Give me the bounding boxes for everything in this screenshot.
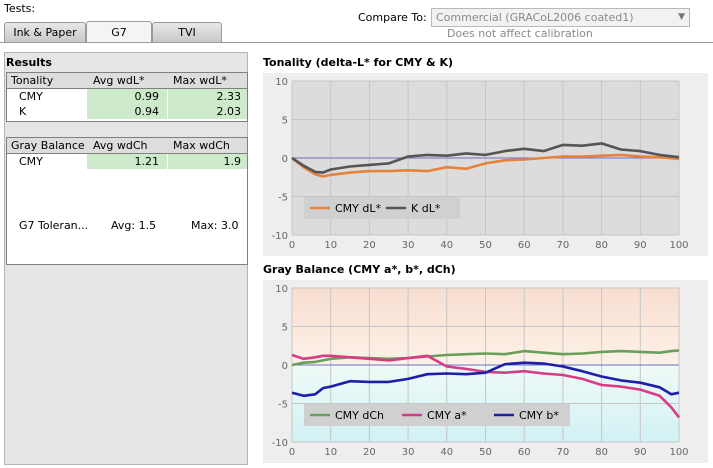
gray-balance-chart-title: Gray Balance (CMY a*, b*, dCh) <box>263 263 456 276</box>
row-name: K <box>19 105 27 118</box>
y-tick-label: 0 <box>282 154 288 165</box>
series-line-1 <box>291 142 680 174</box>
x-tick-label: 40 <box>440 240 453 251</box>
compare-to-select[interactable]: Commercial (GRACoL2006 coated1) ▼ <box>431 8 690 27</box>
row-name: CMY <box>19 155 43 168</box>
x-tick-label: 100 <box>669 240 688 251</box>
legend-box <box>304 404 570 426</box>
row-max: 1.9 <box>223 155 242 168</box>
tab-strip-divider <box>0 42 713 43</box>
y-tick-label: 5 <box>282 323 288 334</box>
legend-label: K dL* <box>411 202 441 215</box>
tab-tvi-label: TVI <box>178 26 196 39</box>
tonality-chart-title: Tonality (delta-L* for CMY & K) <box>263 56 454 69</box>
series-line-1 <box>291 353 681 419</box>
x-tick-label: 90 <box>634 447 647 458</box>
gray-balance-table: Gray Balance Avg wdCh Max wdCh CMY 1.21 … <box>6 137 248 265</box>
compare-to-value: Commercial (GRACoL2006 coated1) <box>436 11 634 24</box>
tests-label: Tests: <box>4 2 36 15</box>
tonality-table: Tonality Avg wdL* Max wdL* CMY 0.99 2.33… <box>6 72 248 122</box>
tab-g7-label: G7 <box>111 26 127 39</box>
gray-header-max: Max wdCh <box>173 139 230 152</box>
x-tick-label: 90 <box>634 240 647 251</box>
legend-box <box>304 197 460 219</box>
table-row[interactable]: CMY 0.99 2.33 <box>7 89 247 104</box>
x-tick-label: 10 <box>324 240 337 251</box>
row-avg: 0.99 <box>134 90 160 103</box>
compare-note: Does not affect calibration <box>447 27 593 40</box>
tonality-header-name: Tonality <box>11 74 54 87</box>
y-tick-label: 10 <box>275 284 288 295</box>
compare-to-label: Compare To: <box>358 11 427 24</box>
legend-label: CMY dL* <box>335 202 381 215</box>
y-tick-label: 5 <box>282 116 288 127</box>
legend-label: CMY dCh <box>335 409 384 422</box>
x-tick-label: 60 <box>518 240 531 251</box>
x-tick-label: 80 <box>595 240 608 251</box>
series-line-2 <box>291 361 680 398</box>
x-tick-label: 20 <box>363 447 376 458</box>
x-tick-label: 10 <box>324 447 337 458</box>
gray-balance-header: Gray Balance Avg wdCh Max wdCh <box>7 138 247 154</box>
table-row[interactable]: CMY 1.21 1.9 <box>7 154 247 169</box>
x-tick-label: 50 <box>479 240 492 251</box>
row-name: CMY <box>19 90 43 103</box>
row-max: 2.03 <box>216 105 242 118</box>
x-tick-label: 30 <box>402 240 415 251</box>
tab-ink-paper-label: Ink & Paper <box>13 26 77 39</box>
tolerance-max: Max: 3.0 <box>191 219 239 232</box>
x-tick-label: 100 <box>669 447 688 458</box>
y-tick-label: -5 <box>278 193 288 204</box>
legend-label: CMY a* <box>427 409 467 422</box>
x-tick-label: 30 <box>402 447 415 458</box>
legend-label: CMY b* <box>519 409 559 422</box>
x-tick-label: 50 <box>479 447 492 458</box>
x-tick-label: 0 <box>289 447 295 458</box>
y-tick-label: 0 <box>282 361 288 372</box>
x-tick-label: 80 <box>595 447 608 458</box>
y-tick-label: -5 <box>278 400 288 411</box>
chevron-down-icon: ▼ <box>678 12 685 22</box>
x-tick-label: 60 <box>518 447 531 458</box>
series-line-0 <box>291 349 680 367</box>
x-tick-label: 40 <box>440 447 453 458</box>
row-avg: 1.21 <box>134 155 160 168</box>
tab-tvi[interactable]: TVI <box>152 22 222 42</box>
table-row[interactable]: K 0.94 2.03 <box>7 104 247 119</box>
row-avg: 0.94 <box>134 105 160 118</box>
tonality-header-avg: Avg wdL* <box>93 74 145 87</box>
y-tick-label: -10 <box>272 438 288 449</box>
tolerance-avg: Avg: 1.5 <box>111 219 157 232</box>
results-title: Results <box>6 56 52 69</box>
x-tick-label: 0 <box>289 240 295 251</box>
tonality-header: Tonality Avg wdL* Max wdL* <box>7 73 247 89</box>
x-tick-label: 70 <box>557 447 570 458</box>
row-max: 2.33 <box>216 90 242 103</box>
tab-ink-paper[interactable]: Ink & Paper <box>4 22 86 42</box>
gray-header-avg: Avg wdCh <box>93 139 148 152</box>
tonality-header-max: Max wdL* <box>173 74 227 87</box>
tolerance-row: G7 Toleran... Avg: 1.5 Max: 3.0 <box>7 218 247 233</box>
x-tick-label: 70 <box>557 240 570 251</box>
gray-header-name: Gray Balance <box>11 139 85 152</box>
x-tick-label: 20 <box>363 240 376 251</box>
y-tick-label: -10 <box>272 231 288 242</box>
series-line-0 <box>291 153 680 178</box>
tolerance-label: G7 Toleran... <box>19 219 89 232</box>
tab-g7[interactable]: G7 <box>86 21 152 43</box>
y-tick-label: 10 <box>275 77 288 88</box>
